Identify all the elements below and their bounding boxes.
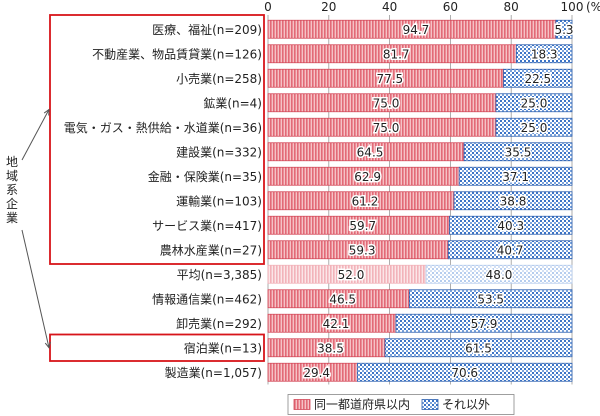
data-label-same-prefecture: 61.2 (352, 194, 379, 208)
legend-swatch-same-prefecture (293, 399, 311, 410)
data-label-other: 38.8 (500, 194, 527, 208)
highlight-box (49, 14, 265, 265)
bar-other (356, 362, 573, 382)
group-label-char: 地 (6, 155, 18, 169)
x-tick-label: 80 (504, 0, 519, 14)
bar-other (453, 191, 573, 211)
category-labels: 医療、福祉(n=209) 不動産業、物品賃貸業(n=126) 小売業(n=258) 鉱… (64, 22, 262, 380)
data-label-other: 53.5 (477, 292, 504, 306)
bar-other (384, 338, 573, 358)
data-label-other: 40.3 (497, 219, 524, 233)
data-label-same-prefecture: 42.1 (323, 317, 350, 331)
category-label: サービス業(n=417) (152, 219, 262, 233)
group-arrow-head (43, 108, 50, 116)
x-tick-label: 60 (443, 0, 458, 14)
category-label: 小売業(n=258) (176, 71, 262, 86)
x-tick-label: 0 (264, 0, 272, 14)
legend-box (287, 394, 515, 415)
category-label: 鉱業(n=4) (203, 95, 262, 110)
data-label-same-prefecture: 64.5 (357, 145, 384, 159)
data-label-other: 37.1 (502, 170, 529, 184)
data-label-same-prefecture: 59.3 (349, 243, 376, 257)
x-tick-label: 40 (382, 0, 397, 14)
data-label-other: 40.7 (497, 243, 524, 257)
bars: 94.7 5.3 81.7 18.3 77.5 22.5 75.0 25.0 75.0 25.0 6… (267, 19, 575, 382)
data-label-same-prefecture: 94.7 (403, 23, 430, 37)
data-label-same-prefecture: 46.5 (329, 292, 356, 306)
category-label: 医療、福祉(n=209) (152, 22, 262, 37)
data-label-same-prefecture: 59.7 (349, 219, 376, 233)
category-label: 農林水産業(n=27) (160, 242, 262, 257)
data-label-other: 57.9 (471, 317, 498, 331)
legend-label-other: それ以外 (442, 398, 490, 412)
group-arrow (21, 109, 50, 161)
data-label-other: 48.0 (486, 268, 513, 282)
bar-other (495, 117, 573, 137)
data-label-other: 25.0 (521, 96, 548, 110)
category-label: 卸売業(n=292) (176, 316, 262, 331)
bar-other (495, 93, 573, 113)
data-label-other: 5.3 (554, 23, 573, 37)
group-arrow-head (44, 341, 51, 349)
category-label: 電気・ガス・熱供給・水道業(n=36) (64, 120, 262, 135)
category-label: 金融・保険業(n=35) (148, 169, 262, 184)
x-tick-label: 100 (561, 0, 584, 14)
data-label-other: 35.5 (505, 145, 532, 159)
category-label: 不動産業、物品賃貸業(n=126) (92, 46, 262, 61)
bar-other (458, 166, 573, 186)
bar-other (515, 44, 573, 64)
data-label-other: 61.5 (465, 341, 492, 355)
bar-other (447, 240, 573, 260)
data-label-same-prefecture: 52.0 (338, 268, 365, 282)
data-label-same-prefecture: 75.0 (373, 121, 400, 135)
data-label-other: 70.6 (451, 366, 478, 380)
data-label-same-prefecture: 77.5 (376, 72, 403, 86)
bar-other (425, 264, 573, 284)
bar-other (463, 142, 573, 162)
category-label: 宿泊業(n=13) (184, 340, 262, 355)
data-label-other: 22.5 (524, 72, 551, 86)
data-label-same-prefecture: 29.4 (303, 366, 330, 380)
data-label-other: 18.3 (531, 47, 558, 61)
x-axis: 0 20 40 60 80 100(%) (264, 0, 600, 14)
category-label: 平均(n=3,385) (177, 268, 262, 282)
bar-other (555, 19, 573, 39)
bar-other (503, 68, 573, 88)
bar-other (395, 313, 573, 333)
data-label-same-prefecture: 81.7 (383, 47, 410, 61)
data-label-same-prefecture: 38.5 (317, 341, 344, 355)
category-label: 運輸業(n=103) (176, 193, 262, 208)
group-label-char: 業 (6, 211, 18, 225)
data-label-same-prefecture: 62.9 (354, 170, 381, 184)
x-tick-label: 20 (321, 0, 336, 14)
data-label-same-prefecture: 75.0 (373, 96, 400, 110)
group-label-char: 系 (6, 183, 18, 197)
group-arrow (21, 229, 50, 348)
data-label-other: 25.0 (521, 121, 548, 135)
group-label-char: 企 (6, 196, 18, 211)
bar-other (408, 289, 573, 309)
bar-other (449, 215, 573, 235)
legend-swatch-other (421, 399, 439, 410)
category-label: 建設業(n=332) (176, 144, 262, 159)
group-label-char: 域 (6, 169, 18, 183)
category-label: 製造業(n=1,057) (165, 366, 262, 380)
legend-label-same-prefecture: 同一都道府県以内 (314, 397, 410, 412)
highlight-box (49, 333, 265, 362)
x-unit-label: (%) (586, 0, 600, 14)
category-label: 情報通信業(n=462) (152, 292, 262, 306)
legend: 同一都道府県以内 それ以外 (287, 394, 515, 415)
